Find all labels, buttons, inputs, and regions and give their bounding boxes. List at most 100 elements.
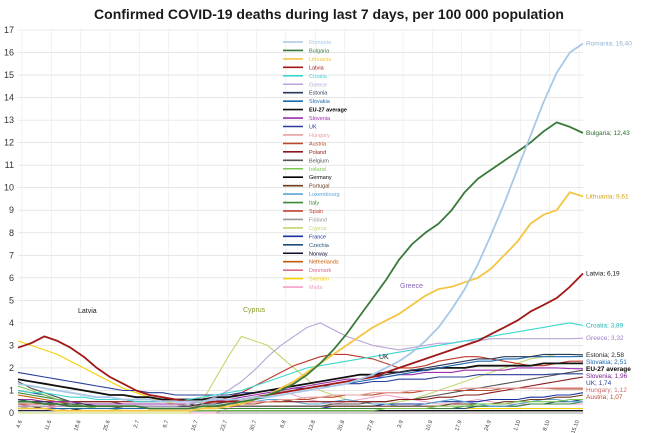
legend-label: Croatia: [309, 74, 328, 80]
end-label: Slovakia; 2,51: [586, 359, 627, 366]
series-line-slovenia: [18, 367, 584, 405]
x-axis-ticks: 4.6 11.6 18.6 25.6 2.7 9.7 16.7 23.7 30.7 6.8 13.8…: [16, 420, 581, 433]
series-line-lithuania: [18, 191, 584, 412]
legend-label: Bulgaria: [309, 48, 330, 54]
x-tick-label: 25.6: [103, 420, 112, 432]
legend-label: Malta: [309, 285, 323, 291]
legend-label: Denmark: [309, 268, 332, 274]
annotation-label: Cyprus: [243, 307, 266, 314]
annotation-label: UK: [379, 354, 389, 361]
x-tick-label: 27.8: [366, 420, 375, 432]
legend-label: Hungary: [309, 133, 330, 139]
legend-label: Spain: [309, 209, 323, 215]
legend-label: Czechia: [309, 243, 330, 249]
x-tick-label: 11.6: [44, 420, 53, 432]
end-label: Estonia; 2,58: [586, 352, 624, 359]
y-tick-label: 4: [9, 318, 14, 328]
series-line-uk: [17, 371, 583, 396]
legend-label: Latvia: [309, 65, 325, 71]
x-tick-label: 23.7: [220, 420, 229, 432]
legend-label: UK: [309, 125, 317, 131]
y-tick-label: 9: [9, 205, 14, 215]
x-tick-label: 1.10: [513, 420, 522, 432]
legend-label: Finland: [309, 217, 327, 223]
y-tick-label: 8: [9, 228, 14, 238]
x-tick-label: 24.9: [484, 420, 493, 432]
legend-label: Poland: [309, 150, 326, 156]
y-tick-label: 16: [4, 48, 14, 58]
legend-label: Austria: [309, 141, 327, 147]
legend-label: Estonia: [309, 91, 328, 97]
annotation-label: Latvia: [78, 308, 97, 315]
y-tick-label: 2: [9, 363, 14, 373]
legend-label: France: [309, 234, 326, 240]
x-tick-label: 9.7: [162, 420, 170, 429]
x-tick-label: 20.8: [337, 420, 346, 432]
x-tick-label: 8.10: [542, 420, 551, 432]
series-line-latvia: [17, 272, 584, 403]
end-label: Lithuania; 9,61: [586, 193, 629, 200]
series-lines: [17, 42, 584, 414]
legend-label: Germany: [309, 175, 332, 181]
end-label: Greece; 3,32: [586, 335, 624, 342]
end-label: Hungary; 1,12: [586, 387, 627, 394]
legend-label: Italy: [309, 201, 319, 207]
legend-label: Ireland: [309, 167, 326, 173]
legend-label: Sweden: [309, 277, 329, 283]
legend-label: Romania: [309, 40, 332, 46]
series-line-slovakia: [18, 355, 584, 410]
end-labels: Romania; 16,40 Bulgaria; 12,43 Lithuania; …: [586, 41, 632, 401]
series-line-romania: [17, 42, 584, 403]
y-tick-label: 14: [4, 93, 14, 103]
y-tick-label: 10: [4, 183, 14, 193]
x-tick-label: 6.8: [279, 420, 287, 429]
annotation-label: Greece: [400, 283, 423, 290]
x-tick-label: 13.8: [308, 420, 317, 432]
legend-label: Cyprus: [309, 226, 327, 232]
y-tick-label: 7: [9, 250, 14, 260]
legend-label: Belgium: [309, 158, 329, 164]
legend-label: Portugal: [309, 184, 330, 190]
legend: Romania Bulgaria Lithuania Latvia Croatia Gre…: [283, 40, 347, 291]
y-tick-label: 17: [4, 25, 14, 35]
series-line-bulgaria: [18, 121, 584, 410]
x-tick-label: 4.6: [16, 420, 24, 429]
x-tick-label: 18.6: [73, 420, 82, 432]
series-line-poland: [18, 376, 584, 403]
chart-title: Confirmed COVID-19 deaths during last 7 …: [94, 6, 564, 22]
x-tick-label: 17.9: [454, 420, 463, 432]
series-line-croatia: [17, 322, 584, 403]
legend-label: Lithuania: [309, 57, 332, 63]
legend-label: Slovakia: [309, 99, 331, 105]
y-tick-label: 3: [9, 340, 14, 350]
end-label: Slovenia; 1,96: [586, 373, 628, 380]
legend-label: Greece: [309, 82, 327, 88]
y-tick-label: 11: [5, 160, 14, 170]
legend-label: Netherlands: [309, 260, 339, 266]
legend-label: Slovenia: [309, 116, 331, 122]
end-label: Austria; 1,07: [586, 394, 623, 401]
x-tick-label: 3.9: [397, 420, 405, 429]
series-line-denmark: [17, 403, 583, 412]
y-tick-label: 12: [4, 138, 14, 148]
legend-label: Norway: [309, 251, 328, 257]
x-tick-label: 2.7: [133, 420, 141, 429]
annotations: Latvia Cyprus Greece UK: [78, 283, 423, 361]
x-tick-label: 16.7: [190, 420, 199, 432]
end-label: Bulgaria; 12,43: [586, 130, 630, 137]
y-tick-label: 13: [4, 115, 14, 125]
y-tick-label: 1: [9, 385, 14, 395]
series-line-cyprus: [18, 335, 583, 414]
x-tick-label: 30.7: [249, 420, 258, 432]
grid: [18, 29, 583, 414]
end-label: EU-27 average: [586, 366, 631, 373]
legend-label: Luxembourg: [309, 192, 340, 198]
series-line-eu-27-average: [17, 362, 583, 401]
y-tick-label: 15: [4, 70, 14, 80]
y-tick-label: 0: [9, 408, 14, 418]
end-label: Croatia; 3,89: [586, 322, 624, 329]
end-label: Romania; 16,40: [586, 41, 632, 48]
end-label: UK; 1,74: [586, 380, 612, 387]
